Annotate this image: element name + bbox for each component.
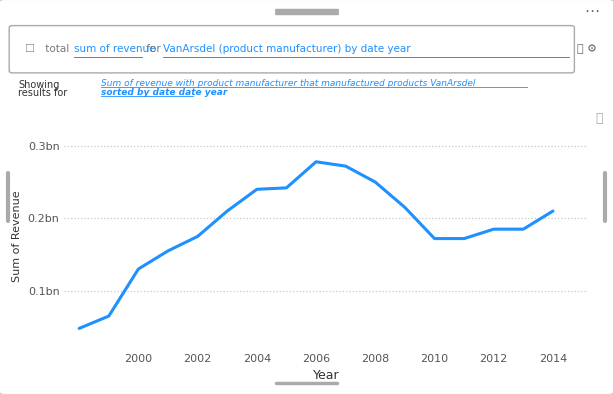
Text: Showing: Showing [18,80,59,90]
Text: sum of revenue: sum of revenue [74,44,155,54]
Text: ⓘ: ⓘ [596,112,603,125]
FancyBboxPatch shape [9,26,574,73]
Text: results for: results for [18,87,67,98]
X-axis label: Year: Year [313,369,340,382]
Text: ⋯: ⋯ [584,4,600,19]
Text: Sum of revenue with product manufacturer that manufactured products VanArsdel: Sum of revenue with product manufacturer… [101,80,476,88]
Text: total: total [42,44,72,54]
Text: ⚙: ⚙ [587,44,597,54]
Text: ☐: ☐ [25,44,34,54]
Text: for: for [143,44,164,54]
Text: VanArsdel (product manufacturer) by date year: VanArsdel (product manufacturer) by date… [163,44,411,54]
Text: sorted by date date year: sorted by date date year [101,89,227,97]
Y-axis label: Sum of Revenue: Sum of Revenue [12,191,22,282]
Text: ⬜: ⬜ [577,44,583,54]
